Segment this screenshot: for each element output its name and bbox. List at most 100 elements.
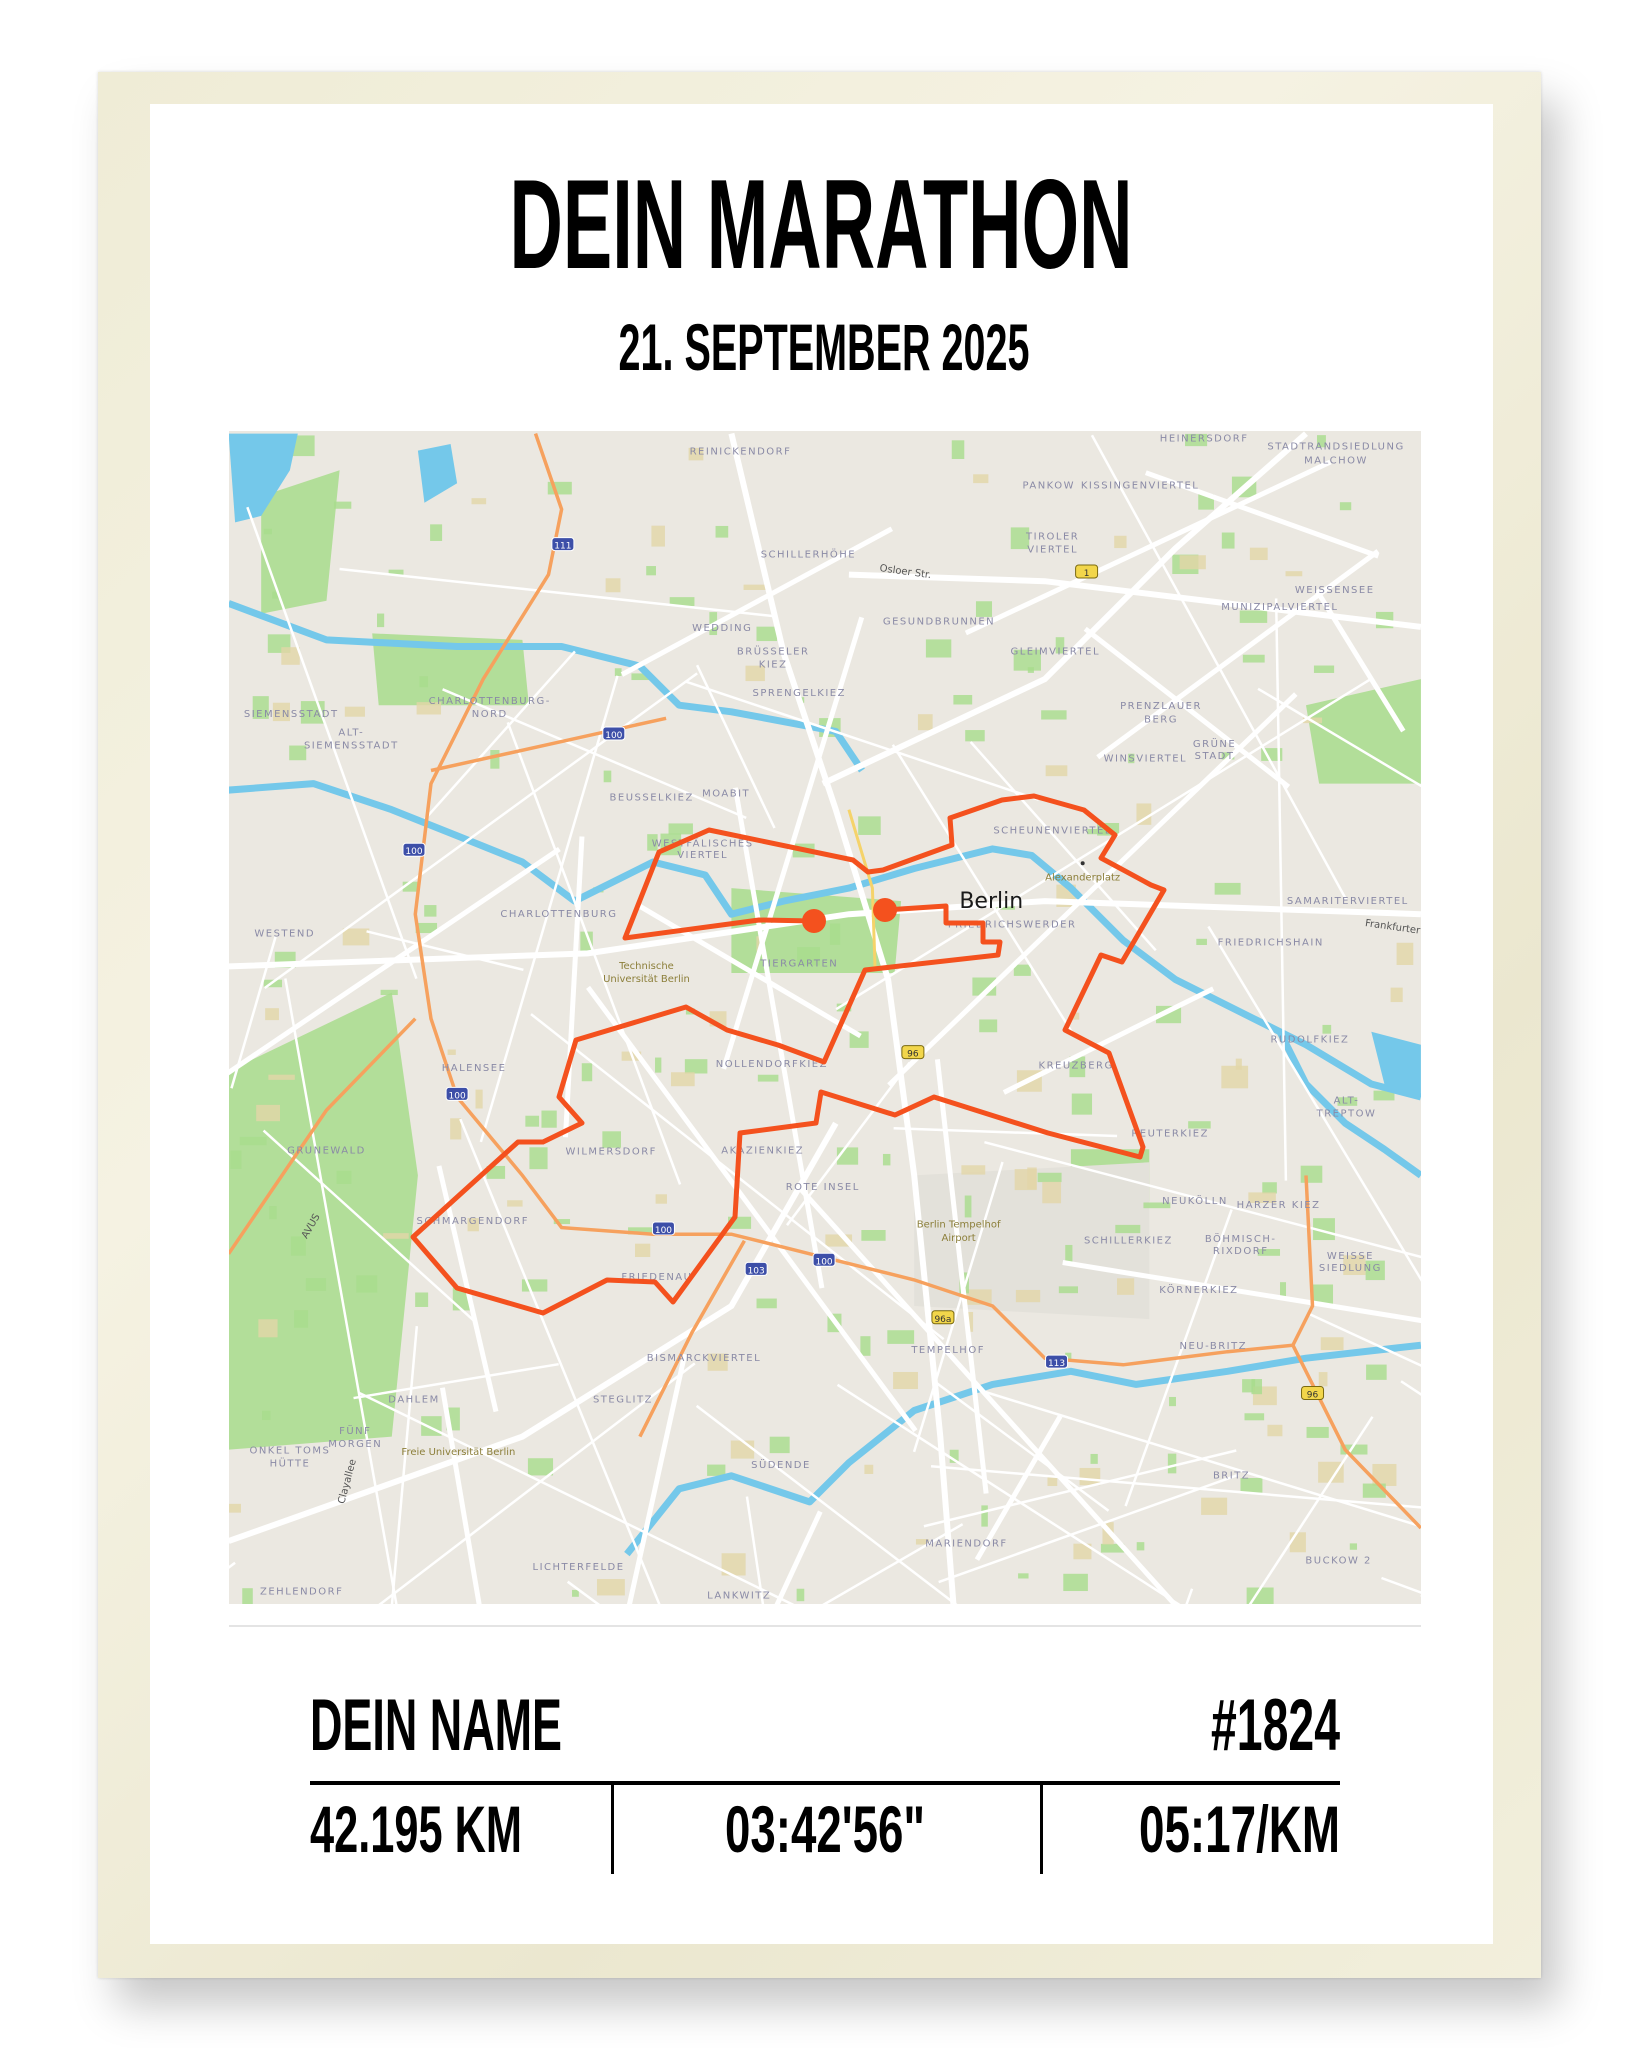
map-block bbox=[707, 1464, 726, 1476]
map-block bbox=[1087, 828, 1113, 835]
poi-label: Technische bbox=[618, 961, 674, 972]
river bbox=[1276, 1030, 1421, 1179]
highway bbox=[638, 1239, 746, 1438]
map-block bbox=[419, 676, 429, 688]
map-block bbox=[1188, 1121, 1211, 1129]
map-block bbox=[861, 1230, 886, 1241]
map-block bbox=[252, 696, 269, 719]
map-block bbox=[258, 1319, 278, 1338]
park-area bbox=[261, 470, 340, 614]
map-block bbox=[975, 601, 993, 617]
map-block bbox=[973, 474, 989, 484]
road-shield-number: 113 bbox=[1048, 1359, 1065, 1369]
map-canvas: 111 100 100 100 100 103 100 113 96 96 96a 1 REINICKE… bbox=[229, 431, 1421, 1604]
map-block bbox=[887, 1330, 915, 1344]
map-block bbox=[1018, 1573, 1029, 1579]
district-label: WILMERSDORF bbox=[565, 1147, 656, 1158]
map-block bbox=[1365, 1260, 1385, 1281]
district-label: REINICKENDORF bbox=[690, 447, 792, 458]
map-block bbox=[614, 668, 622, 677]
start-marker bbox=[802, 909, 826, 933]
road-shield-number: 96a bbox=[934, 1315, 951, 1325]
street bbox=[984, 1140, 1421, 1259]
map-block bbox=[290, 435, 315, 457]
street bbox=[935, 1382, 1110, 1512]
map-block bbox=[1261, 748, 1283, 761]
map-block bbox=[893, 1371, 918, 1390]
street bbox=[284, 978, 398, 1604]
map-block bbox=[471, 498, 487, 505]
district-label: TREPTOW bbox=[1316, 1109, 1377, 1120]
district-label: HÜTTE bbox=[270, 1457, 311, 1470]
map-block bbox=[860, 1336, 871, 1356]
map-block bbox=[1117, 1278, 1135, 1295]
road-shield bbox=[901, 1045, 925, 1060]
road-shield bbox=[744, 1261, 768, 1276]
map-block bbox=[596, 1579, 625, 1596]
river bbox=[624, 1341, 1421, 1557]
map-block bbox=[964, 1195, 972, 1218]
map-block bbox=[1115, 1224, 1141, 1234]
district-label: SPRENGELKIEZ bbox=[753, 688, 846, 699]
road-shield bbox=[1045, 1354, 1069, 1369]
map-block bbox=[1063, 1573, 1088, 1592]
map-block bbox=[1114, 535, 1127, 549]
map-block bbox=[1251, 1379, 1263, 1395]
map-block bbox=[707, 1353, 728, 1371]
street bbox=[620, 526, 894, 677]
district-label: SAMARITERVIERTEL bbox=[1287, 896, 1409, 907]
district-label: FRIEDRICHSHAIN bbox=[1218, 938, 1324, 949]
district-label: HARZER KIEZ bbox=[1237, 1200, 1321, 1211]
map-block bbox=[1010, 527, 1030, 550]
district-label: NEU-BRITZ bbox=[1179, 1341, 1247, 1352]
map-block bbox=[670, 1072, 695, 1087]
street bbox=[1096, 549, 1380, 760]
map-block bbox=[646, 566, 656, 576]
map-block bbox=[424, 905, 437, 917]
main-road bbox=[848, 571, 1421, 630]
street bbox=[229, 846, 561, 1076]
map-block bbox=[797, 947, 821, 966]
map-block bbox=[1065, 1352, 1072, 1360]
main-road bbox=[229, 898, 1421, 970]
poi-label: Airport bbox=[941, 1233, 975, 1244]
district-label: TIERGARTEN bbox=[759, 959, 838, 970]
map-block bbox=[1320, 1337, 1344, 1351]
map-block bbox=[1349, 1543, 1358, 1550]
map-block bbox=[951, 440, 965, 460]
district-label: ALT- bbox=[338, 727, 364, 738]
highway bbox=[430, 716, 667, 773]
road-shield-number: 96 bbox=[1307, 1391, 1319, 1401]
map-block bbox=[858, 816, 881, 835]
map-block bbox=[829, 923, 841, 945]
map-block bbox=[602, 1131, 621, 1148]
district-label: KIEZ bbox=[759, 659, 788, 670]
street bbox=[1274, 598, 1288, 1181]
street bbox=[893, 1127, 1118, 1138]
road-shield bbox=[812, 1252, 836, 1267]
district-label: SCHILLERKIEZ bbox=[1084, 1235, 1173, 1246]
district-label: HALENSEE bbox=[442, 1063, 507, 1074]
map-block bbox=[230, 1150, 242, 1169]
district-label: ONKEL TOMS bbox=[249, 1446, 330, 1457]
stats-divider-horizontal bbox=[310, 1781, 1340, 1785]
street bbox=[684, 680, 1040, 801]
roads-layer bbox=[229, 431, 1421, 1604]
map-block bbox=[268, 1074, 295, 1080]
map-block bbox=[1318, 1372, 1328, 1387]
runner-name: DEIN NAME bbox=[310, 1685, 562, 1766]
map-block bbox=[527, 1458, 554, 1476]
district-label: SIEMENSSTADT bbox=[244, 709, 339, 720]
street bbox=[366, 930, 524, 972]
map-block bbox=[356, 1275, 378, 1293]
road-shield bbox=[402, 842, 426, 857]
road-shield-number: 111 bbox=[554, 542, 571, 552]
street bbox=[339, 567, 774, 618]
district-label: STADTRANDSIEDLUNG bbox=[1267, 441, 1404, 452]
map-block bbox=[272, 591, 281, 599]
map-block bbox=[721, 1553, 746, 1576]
street bbox=[695, 664, 776, 829]
road-shield-number: 100 bbox=[655, 1226, 672, 1236]
street bbox=[1083, 626, 1291, 789]
street bbox=[745, 1496, 765, 1604]
